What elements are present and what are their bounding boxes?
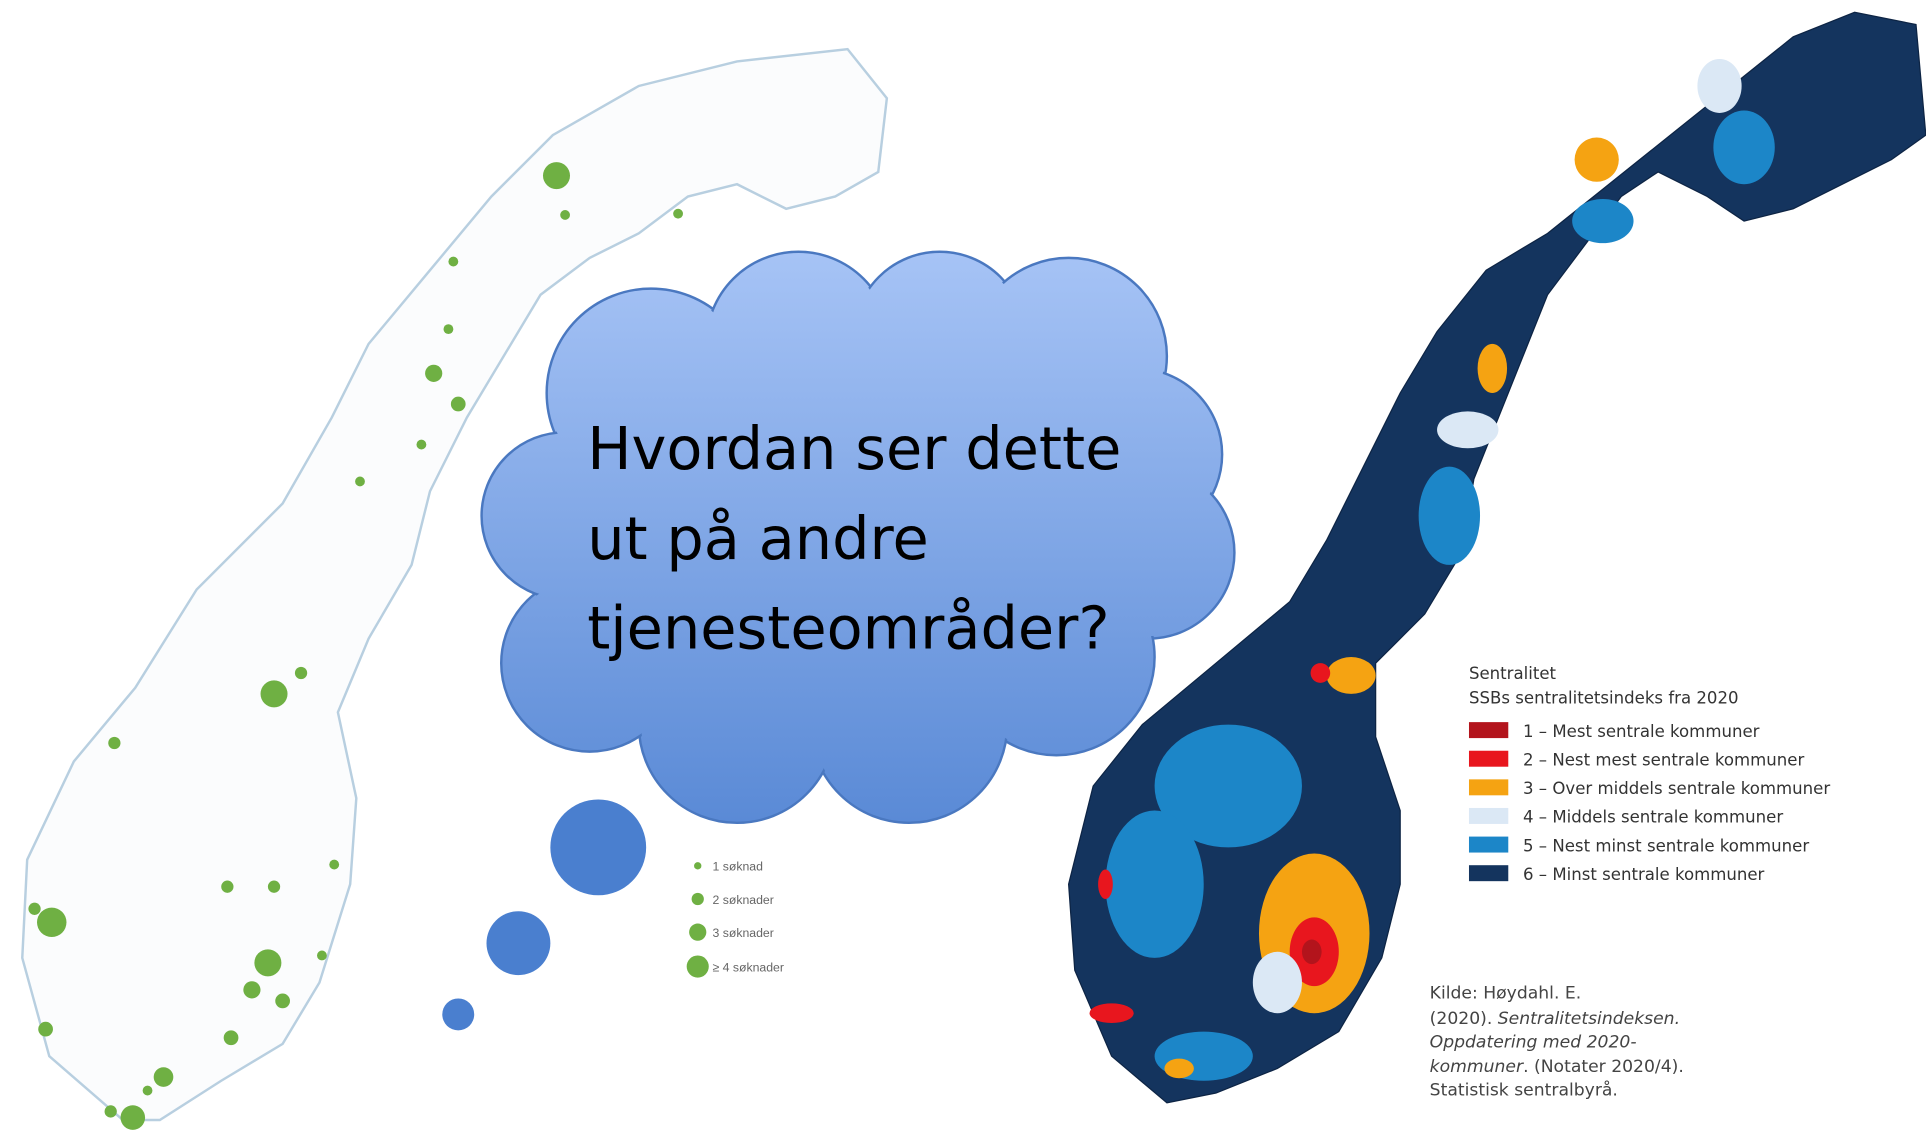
legend-subtitle: SSBs sentralitetsindeks fra 2020 bbox=[1469, 689, 1739, 708]
source-line: Oppdatering med 2020- bbox=[1430, 1033, 1637, 1053]
legend-swatch bbox=[1469, 837, 1508, 853]
slide: 1 søknad 2 søknader 3 søknader ≥ 4 søkna… bbox=[0, 0, 1926, 1136]
legend-label: 3 – Over middels sentrale kommuner bbox=[1523, 779, 1830, 798]
bubble-text: ut på andre bbox=[587, 504, 929, 573]
legend-swatch bbox=[1469, 779, 1508, 795]
legend-label: ≥ 4 søknader bbox=[712, 960, 784, 974]
bubble-text: Hvordan ser dette bbox=[587, 414, 1121, 483]
legend-label: 4 – Middels sentrale kommuner bbox=[1523, 808, 1783, 827]
legend-swatch bbox=[1469, 808, 1508, 824]
source-line: . (Notater 2020/4). bbox=[1523, 1057, 1684, 1077]
legend-label: 2 – Nest mest sentrale kommuner bbox=[1523, 750, 1804, 769]
source-line: Statistisk sentralbyrå. bbox=[1430, 1079, 1618, 1100]
legend-label: 5 – Nest minst sentrale kommuner bbox=[1523, 836, 1809, 855]
legend-swatch bbox=[1469, 751, 1508, 767]
source-line: Kilde: Høydahl. E. bbox=[1430, 983, 1582, 1003]
bubble-text: tjenesteområder? bbox=[587, 593, 1109, 662]
legend-label: 6 – Minst sentrale kommuner bbox=[1523, 865, 1765, 884]
source: Kilde: Høydahl. E. (2020). Sentralitetsi… bbox=[1430, 983, 1690, 1100]
legend-label: 1 – Mest sentrale kommuner bbox=[1523, 722, 1760, 741]
source-line: Sentralitetsindeksen. bbox=[1498, 1009, 1680, 1029]
source-line: (2020). bbox=[1430, 1009, 1498, 1029]
legend: 1 – Mest sentrale kommuner 2 – Nest mest … bbox=[1469, 722, 1830, 884]
legend-title: Sentralitet bbox=[1469, 664, 1557, 683]
legend-label: 2 søknader bbox=[712, 893, 773, 907]
legend-swatch bbox=[1469, 722, 1508, 738]
source-line: kommuner bbox=[1430, 1057, 1524, 1077]
legend-label: 1 søknad bbox=[712, 860, 763, 874]
legend-swatch bbox=[1469, 865, 1508, 881]
legend-label: 3 søknader bbox=[712, 926, 773, 940]
